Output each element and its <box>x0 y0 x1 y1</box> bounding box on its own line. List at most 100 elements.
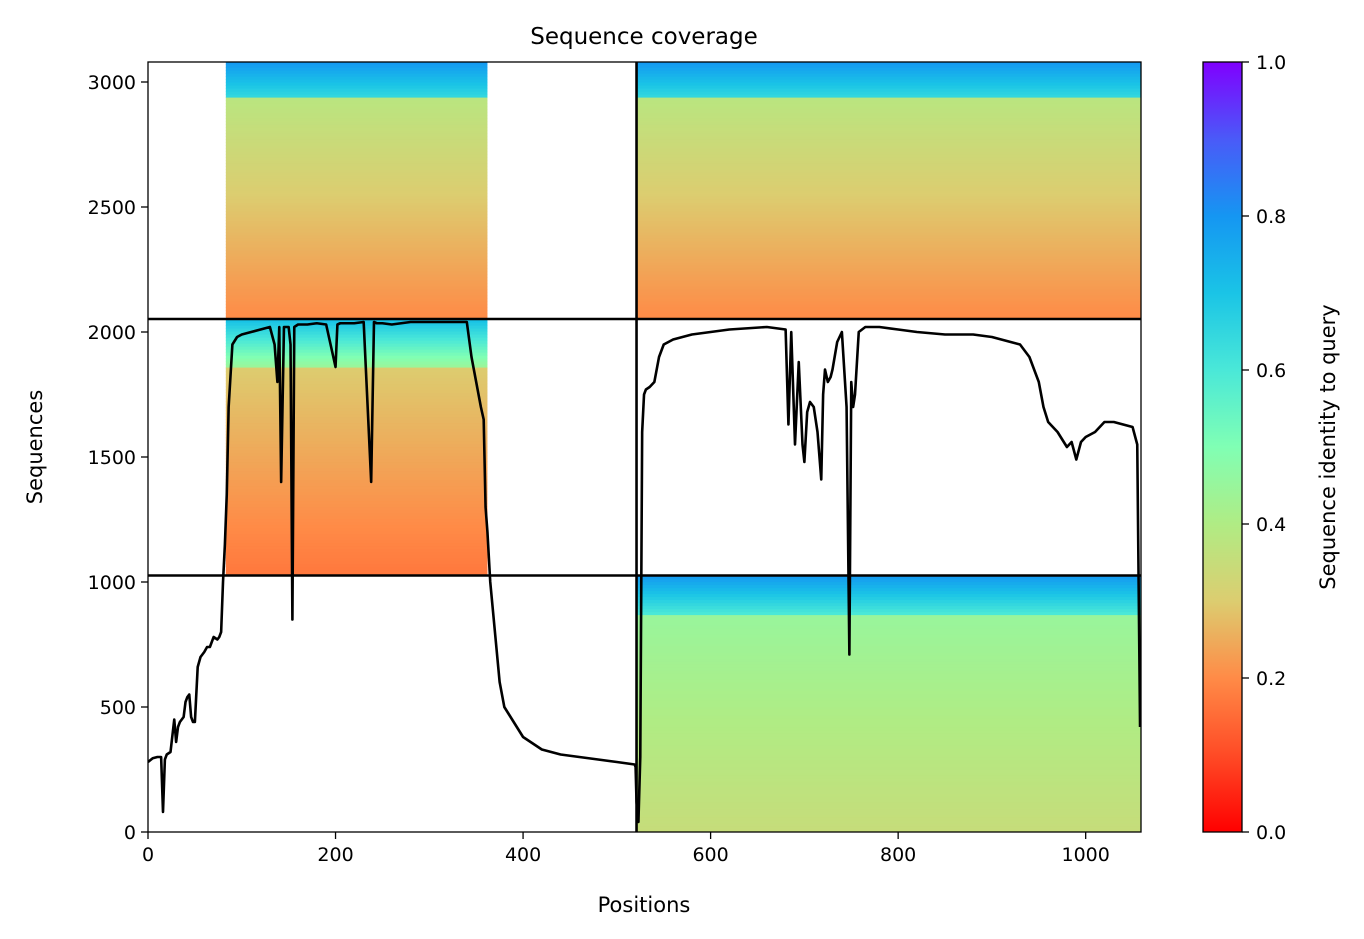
heatmap-cell <box>225 349 488 353</box>
heatmap-cell <box>636 157 1141 161</box>
heatmap-cell <box>636 115 1141 119</box>
heatmap-cell <box>636 121 1141 125</box>
heatmap-cell <box>225 196 488 200</box>
heatmap-cell <box>636 599 1141 604</box>
heatmap-cell <box>225 187 488 191</box>
heatmap-cell <box>636 205 1141 209</box>
heatmap-cell <box>636 754 1141 758</box>
heatmap-cell <box>225 446 488 451</box>
heatmap-cell <box>636 640 1141 644</box>
heatmap-cell <box>636 808 1141 812</box>
x-axis-label: Positions <box>598 893 691 917</box>
heatmap-cell <box>225 136 488 140</box>
heatmap-cell <box>636 697 1141 701</box>
heatmap-cell <box>225 91 488 95</box>
heatmap-cell <box>225 205 488 209</box>
heatmap-cell <box>636 187 1141 191</box>
heatmap-cell <box>225 289 488 293</box>
heatmap-cell <box>636 154 1141 158</box>
heatmap-cell <box>225 97 488 101</box>
heatmap-cell <box>225 88 488 92</box>
heatmap-cell <box>225 283 488 287</box>
heatmap-cell <box>636 298 1141 302</box>
heatmap-cell <box>636 757 1141 761</box>
heatmap-cell <box>225 313 488 317</box>
heatmap-cell <box>636 136 1141 140</box>
heatmap-cell <box>225 148 488 152</box>
heatmap-cell <box>225 521 488 526</box>
y-tick-label: 0 <box>124 822 136 844</box>
heatmap-cell <box>225 214 488 218</box>
heatmap-cell <box>225 401 488 406</box>
y-tick-label: 500 <box>100 697 136 719</box>
heatmap-cell <box>636 226 1141 230</box>
heatmap-cell <box>225 491 488 496</box>
heatmap-cell <box>225 383 488 388</box>
x-tick-label: 200 <box>317 844 353 866</box>
heatmap-cell <box>225 82 488 86</box>
heatmap-cell <box>225 566 488 571</box>
heatmap-cell <box>225 328 488 332</box>
heatmap-cell <box>636 142 1141 146</box>
heatmap-cell <box>636 578 1141 583</box>
heatmap-cell <box>225 298 488 302</box>
heatmap-cell <box>636 814 1141 818</box>
heatmap-cell <box>636 229 1141 233</box>
heatmap-cell <box>636 679 1141 683</box>
heatmap-cell <box>225 467 488 472</box>
heatmap-cell <box>225 557 488 562</box>
heatmap-cell <box>225 452 488 457</box>
heatmap-cell <box>225 262 488 266</box>
heatmap-cell <box>225 482 488 487</box>
heatmap-cell <box>225 271 488 275</box>
heatmap-cell <box>225 386 488 391</box>
heatmap-cell <box>636 575 1141 580</box>
heatmap-cell <box>225 310 488 314</box>
heatmap-cell <box>636 202 1141 206</box>
heatmap-cell <box>636 661 1141 665</box>
chain1-block <box>225 319 488 577</box>
heatmap-cell <box>636 163 1141 167</box>
heatmap-cell <box>636 718 1141 722</box>
heatmap-cell <box>636 724 1141 728</box>
heatmap-cell <box>225 223 488 227</box>
colorbar-ticks: 0.0 0.2 0.4 0.6 0.8 1.0 <box>1242 52 1286 844</box>
heatmap-cell <box>636 283 1141 287</box>
heatmap-cell <box>225 536 488 541</box>
heatmap-cell <box>636 274 1141 278</box>
heatmap-cell <box>225 389 488 394</box>
chart-title: Sequence coverage <box>530 24 758 50</box>
heatmap-cell <box>636 211 1141 215</box>
heatmap-cell <box>636 169 1141 173</box>
heatmap-cell <box>225 494 488 499</box>
heatmap-cell <box>225 512 488 517</box>
y-axis: 0 500 1000 1500 2000 2500 3000 <box>88 72 148 844</box>
heatmap-cell <box>636 208 1141 212</box>
heatmap-cell <box>225 139 488 143</box>
heatmap-cell <box>636 781 1141 785</box>
heatmap-cell <box>225 542 488 547</box>
heatmap-cell <box>636 664 1141 668</box>
heatmap-cell <box>636 763 1141 767</box>
heatmap-cell <box>636 625 1141 629</box>
heatmap-cell <box>636 232 1141 236</box>
x-tick-label: 0 <box>142 844 154 866</box>
heatmap-cell <box>225 172 488 176</box>
heatmap-cell <box>636 265 1141 269</box>
heatmap-cell <box>225 250 488 254</box>
heatmap-cell <box>225 392 488 397</box>
heatmap-cell <box>636 637 1141 641</box>
colorbar-tick-label: 0.0 <box>1256 822 1286 844</box>
heatmap-cell <box>225 404 488 409</box>
heatmap-cell <box>225 121 488 125</box>
heatmap-cell <box>636 790 1141 794</box>
plot-area <box>148 62 1141 832</box>
heatmap-cell <box>636 268 1141 272</box>
heatmap-cell <box>225 443 488 448</box>
heatmap-cell <box>636 100 1141 104</box>
x-tick-label: 800 <box>880 844 916 866</box>
heatmap-cell <box>225 265 488 269</box>
heatmap-cell <box>636 220 1141 224</box>
y-tick-label: 2000 <box>88 322 136 344</box>
